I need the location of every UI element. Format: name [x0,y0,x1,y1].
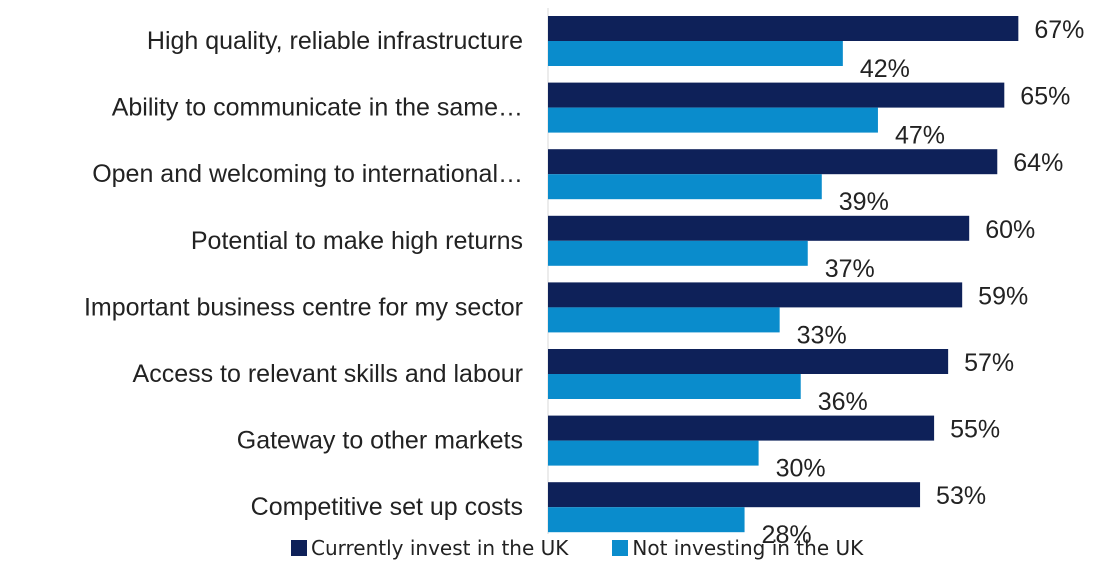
data-label: 33% [797,321,847,349]
bar-currently-invest [548,149,998,175]
data-label: 42% [860,55,910,83]
bar-not-investing [548,307,780,333]
category-label: Ability to communicate in the same… [112,94,523,122]
data-label: 37% [825,255,875,283]
category-label: Potential to make high returns [191,227,523,255]
data-label: 47% [895,122,945,150]
legend-swatch-series-2 [612,540,629,556]
data-label: 28% [762,521,812,549]
data-label: 60% [985,216,1035,244]
bar-currently-invest [548,282,963,308]
bar-currently-invest [548,215,970,241]
data-label: 30% [776,455,826,483]
category-label: Competitive set up costs [251,493,523,521]
data-label: 39% [839,188,889,216]
bar-currently-invest [548,16,1019,41]
bar-not-investing [548,240,808,266]
bar-not-investing [548,440,759,466]
legend: Currently invest in the UK Not investing… [291,536,863,560]
labels-layer: High quality, reliable infrastructure 67%… [84,16,1084,549]
data-label: 36% [818,388,868,416]
category-label: Gateway to other markets [237,427,523,455]
data-label: 59% [978,282,1028,310]
legend-swatch-series-1 [291,540,307,556]
bar-currently-invest [548,482,921,508]
legend-label-series-2: Not investing in the UK [632,536,864,560]
bar-not-investing [548,507,745,533]
bar-not-investing [548,41,843,66]
legend-item-series-2: Not investing in the UK [612,536,863,560]
data-label: 53% [936,482,986,510]
bar-currently-invest [548,349,949,374]
category-label: Important business centre for my sector [84,293,523,321]
data-label: 65% [1020,83,1070,111]
category-label: High quality, reliable infrastructure [147,27,523,55]
bar-not-investing [548,107,878,133]
data-label: 64% [1013,149,1063,177]
bar-not-investing [548,374,801,399]
data-label: 55% [950,416,1000,444]
bars-layer [548,16,1019,533]
bar-currently-invest [548,82,1005,108]
bar-not-investing [548,174,822,200]
category-label: Open and welcoming to international… [92,160,523,188]
legend-label-series-1: Currently invest in the UK [311,536,569,560]
legend-item-series-1: Currently invest in the UK [291,536,568,560]
data-label: 57% [964,349,1014,377]
category-label: Access to relevant skills and labour [133,360,523,388]
bar-currently-invest [548,415,935,441]
data-label: 67% [1034,16,1084,44]
